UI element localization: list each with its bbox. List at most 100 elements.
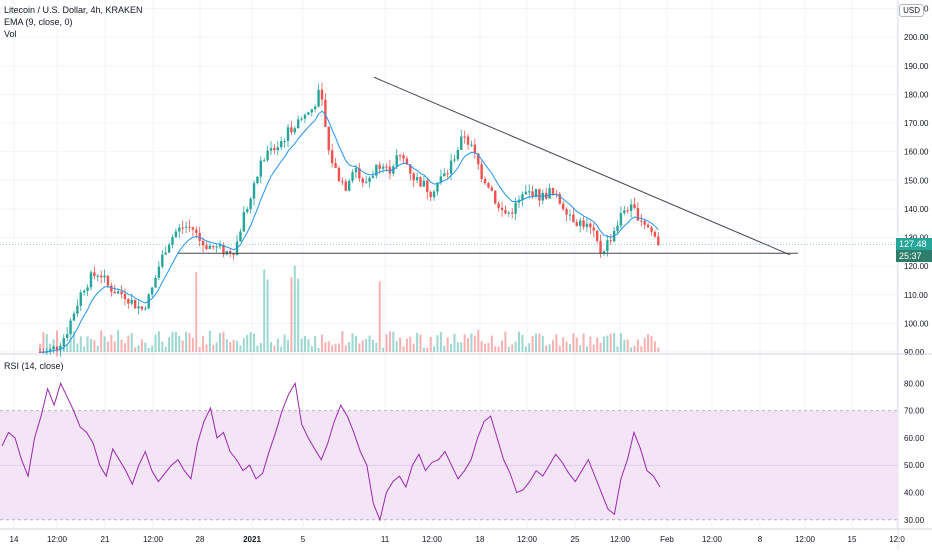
volume-bar (120, 339, 123, 352)
volume-bar (161, 341, 164, 352)
volume-bar (89, 339, 92, 352)
volume-bar (96, 345, 99, 352)
candle-body (575, 222, 578, 226)
candle-body (398, 155, 402, 157)
rsi-axis-label: 30.00 (904, 516, 925, 525)
volume-bar (568, 344, 571, 352)
volume-bar (630, 347, 633, 352)
candle-body (578, 220, 582, 226)
price-axis-label: 110.00 (904, 291, 928, 300)
volume-bar (181, 340, 184, 352)
volume-bar (66, 343, 69, 352)
candle-body (300, 118, 303, 120)
candle-body (616, 225, 619, 232)
time-axis-label: 12:00 (795, 535, 816, 544)
candle-body (103, 275, 106, 278)
volume-bar (69, 334, 72, 352)
volume-bar (113, 341, 116, 352)
volume-bar (450, 343, 453, 352)
time-axis-label: 12:0 (889, 535, 905, 544)
volume-bar (276, 338, 279, 352)
time-axis-label: 12:00 (610, 535, 631, 544)
candle-body (477, 153, 480, 165)
volume-bar (538, 333, 541, 352)
candle-body (595, 230, 599, 241)
volume-bar (606, 335, 609, 352)
volume-bar (198, 347, 201, 352)
candle-body (205, 245, 208, 249)
candle-body (629, 204, 633, 211)
volume-bar (545, 345, 548, 352)
volume-bar (154, 334, 157, 352)
volume-bar (480, 341, 483, 352)
volume-bar (433, 346, 436, 352)
volume-bar (375, 342, 378, 352)
ema-legend[interactable]: EMA (9, close, 0) (4, 17, 73, 27)
candle-body (239, 231, 242, 242)
volume-bar (297, 278, 300, 352)
currency-button[interactable]: USD (899, 4, 924, 17)
price-axis-label: 120.00 (904, 262, 929, 271)
volume-bar (412, 343, 415, 352)
volume-bar (524, 346, 527, 352)
candle-body (582, 220, 585, 227)
candle-body (443, 173, 446, 177)
candle-body (351, 172, 354, 181)
candle-body (137, 306, 140, 309)
volume-bar (551, 340, 554, 352)
volume-bar (490, 335, 493, 352)
volume-bar (619, 333, 622, 352)
volume-bar (100, 330, 103, 352)
time-axis-label: 12:00 (143, 535, 164, 544)
candle-body (585, 223, 589, 227)
rsi-axis-label: 70.00 (904, 407, 925, 416)
candle-body (473, 144, 477, 154)
time-axis-label: 15 (848, 535, 857, 544)
volume-bar (368, 335, 371, 352)
candle-body (296, 119, 300, 129)
volume-bar (528, 343, 531, 352)
vol-legend[interactable]: Vol (4, 29, 17, 39)
volume-bar (555, 334, 558, 352)
candle-body (623, 210, 626, 214)
candle-body (280, 141, 283, 148)
price-axis-label: 150.00 (904, 176, 929, 185)
volume-bar (225, 339, 228, 352)
candle-body (72, 313, 76, 321)
candle-body (534, 189, 538, 197)
volume-bar (144, 342, 147, 352)
candle-body (191, 227, 195, 230)
candle-body (337, 167, 341, 182)
volume-bar (337, 343, 340, 352)
candle-body (381, 166, 385, 169)
time-axis-label: 14 (10, 535, 19, 544)
candle-body (606, 240, 609, 252)
volume-bar (365, 339, 368, 352)
volume-bar (49, 343, 52, 352)
candle-body (313, 106, 317, 110)
candle-body (531, 191, 534, 197)
volume-bar (511, 344, 514, 352)
volume-bar (320, 334, 323, 352)
volume-bar (59, 344, 62, 352)
candle-body (653, 231, 657, 237)
candle-body (269, 148, 273, 151)
volume-bar (229, 342, 232, 352)
rsi-legend[interactable]: RSI (14, close) (4, 361, 64, 371)
candle-body (511, 212, 514, 214)
candle-body (446, 173, 449, 175)
symbol-legend[interactable]: Litecoin / U.S. Dollar, 4h, KRAKEN (4, 5, 143, 15)
volume-bar (439, 332, 442, 352)
volume-bar (426, 347, 429, 352)
volume-bar (392, 331, 395, 352)
candle-body (324, 99, 327, 127)
candle-body (52, 346, 55, 350)
volume-bar (127, 335, 130, 352)
volume-bar (195, 271, 198, 352)
candle-body (640, 220, 643, 222)
candle-body (415, 177, 419, 181)
time-axis-label: 12:00 (702, 535, 723, 544)
candle-body (266, 150, 269, 161)
